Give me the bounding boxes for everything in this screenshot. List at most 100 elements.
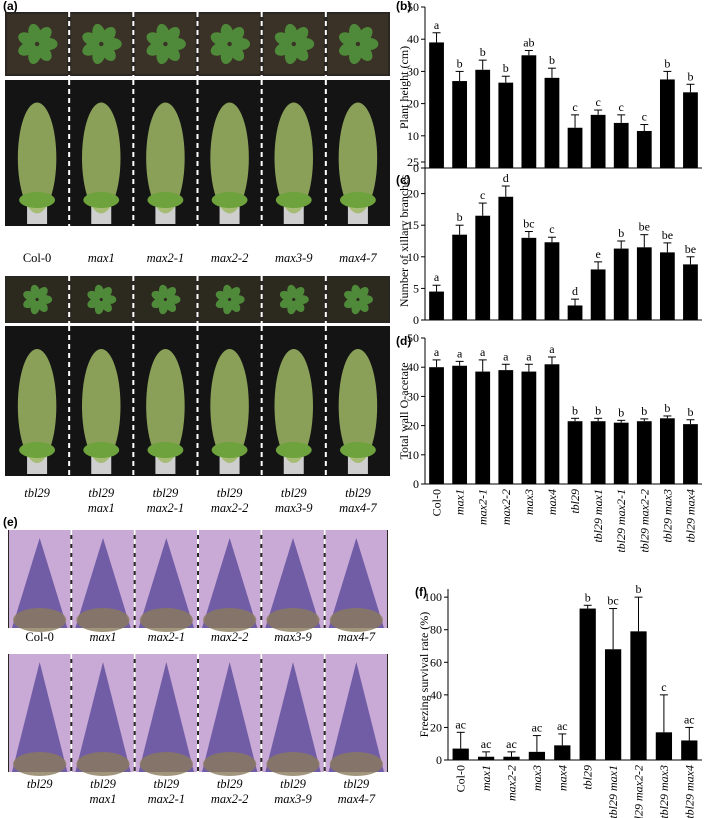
x-tick-label: tbl29 max3 bbox=[660, 489, 674, 543]
bar bbox=[579, 608, 596, 760]
significance-letter: bc bbox=[607, 594, 618, 608]
soil bbox=[7, 278, 68, 321]
bar bbox=[521, 371, 537, 484]
cambium bbox=[13, 752, 67, 776]
photo-caption: Col-0 bbox=[25, 630, 53, 644]
y-axis-label: Freezing survival rate (%) bbox=[417, 612, 431, 738]
photo-caption: max1 bbox=[88, 251, 115, 265]
bar bbox=[613, 422, 629, 484]
bar bbox=[683, 424, 698, 484]
x-tick-label: max3 bbox=[522, 489, 536, 515]
inflorescence bbox=[210, 102, 249, 214]
cambium bbox=[139, 752, 193, 776]
x-tick-label: Col-0 bbox=[454, 765, 468, 792]
photo-caption: tbl29 bbox=[90, 777, 116, 791]
xylem bbox=[138, 662, 194, 772]
y-axis-label: Number of xillary branches bbox=[397, 175, 411, 308]
significance-letter: b bbox=[457, 210, 463, 224]
x-tick-label: max2-2 bbox=[499, 489, 513, 525]
significance-letter: ac bbox=[455, 717, 466, 731]
soil bbox=[135, 14, 196, 74]
bar bbox=[590, 114, 606, 168]
photo-caption: max3-9 bbox=[275, 501, 313, 515]
photo-caption: max2-1 bbox=[147, 251, 185, 265]
photo-caption: max4-7 bbox=[339, 501, 377, 515]
significance-letter: be bbox=[685, 242, 696, 256]
photo-caption: max4-7 bbox=[338, 792, 376, 806]
significance-letter: c bbox=[661, 680, 666, 694]
bar bbox=[528, 751, 546, 760]
significance-letter: c bbox=[480, 188, 485, 202]
y-tick-label: 60 bbox=[430, 655, 442, 669]
leaf bbox=[293, 27, 309, 44]
significance-letter: a bbox=[434, 18, 440, 32]
photo-caption: tbl29 bbox=[217, 777, 243, 791]
xylem bbox=[75, 662, 131, 772]
cambium bbox=[329, 752, 383, 776]
significance-letter: b bbox=[503, 61, 509, 75]
y-tick-label: 20 bbox=[407, 97, 419, 111]
y-tick-label: 40 bbox=[407, 32, 419, 46]
x-tick-label: tbl29 max4 bbox=[683, 489, 697, 543]
significance-letter: ac bbox=[684, 712, 695, 726]
significance-letter: b bbox=[636, 582, 642, 596]
bar bbox=[636, 247, 652, 320]
significance-letter: b bbox=[641, 404, 647, 418]
x-tick-label: max1 bbox=[479, 765, 493, 791]
y-tick-label: 0 bbox=[413, 313, 419, 327]
bar bbox=[613, 248, 629, 320]
leaf bbox=[357, 287, 369, 300]
x-tick-label: tbl29 max2-1 bbox=[614, 489, 628, 553]
soil bbox=[263, 14, 324, 74]
significance-letter: be bbox=[662, 228, 673, 242]
bar bbox=[544, 242, 560, 320]
y-tick-label: 0 bbox=[413, 161, 419, 175]
bar bbox=[452, 234, 468, 320]
xylem bbox=[202, 538, 258, 628]
photo-caption: max3-9 bbox=[275, 251, 313, 265]
leaf bbox=[100, 27, 116, 44]
significance-letter: be bbox=[639, 220, 650, 234]
photo-caption: max1 bbox=[88, 501, 115, 515]
bar bbox=[683, 264, 698, 320]
y-tick-label: 0 bbox=[436, 753, 442, 767]
significance-letter: ac bbox=[481, 737, 492, 751]
y-tick-label: 10 bbox=[407, 448, 419, 462]
bar bbox=[475, 69, 491, 168]
xylem bbox=[328, 538, 384, 628]
photo-caption: tbl29 bbox=[217, 486, 243, 500]
soil bbox=[263, 278, 324, 321]
panel-label: (b) bbox=[396, 0, 411, 13]
x-tick-label: Col-0 bbox=[430, 489, 444, 516]
x-tick-label: max1 bbox=[453, 489, 467, 515]
x-tick-label: max2-1 bbox=[476, 489, 490, 525]
y-tick-label: 30 bbox=[407, 64, 419, 78]
rosette-leaves bbox=[275, 192, 312, 208]
x-tick-label: max4 bbox=[545, 489, 559, 515]
y-tick-label: 10 bbox=[407, 250, 419, 264]
significance-letter: a bbox=[434, 345, 440, 359]
bar bbox=[452, 365, 468, 484]
inflorescence bbox=[338, 349, 378, 463]
significance-letter: b bbox=[457, 56, 463, 70]
bar bbox=[659, 418, 675, 484]
inflorescence bbox=[17, 102, 57, 214]
y-tick-label: 50 bbox=[407, 0, 419, 14]
photo-caption: tbl29 bbox=[153, 777, 179, 791]
photo-caption: tbl29 bbox=[345, 486, 371, 500]
photo-caption: tbl29 bbox=[27, 777, 53, 791]
soil bbox=[7, 14, 68, 74]
bar bbox=[498, 82, 514, 168]
bar bbox=[636, 130, 652, 168]
leaf bbox=[357, 27, 373, 44]
bar bbox=[567, 127, 583, 168]
cambium bbox=[203, 752, 257, 776]
significance-letter: a bbox=[434, 270, 440, 284]
photo-caption: max3-9 bbox=[274, 792, 312, 806]
soil bbox=[327, 14, 388, 74]
photo-caption: max2-1 bbox=[148, 630, 186, 644]
photo-caption: Col-0 bbox=[23, 251, 51, 265]
significance-letter: d bbox=[503, 171, 509, 185]
bar bbox=[521, 55, 537, 168]
inflorescence bbox=[210, 349, 249, 463]
